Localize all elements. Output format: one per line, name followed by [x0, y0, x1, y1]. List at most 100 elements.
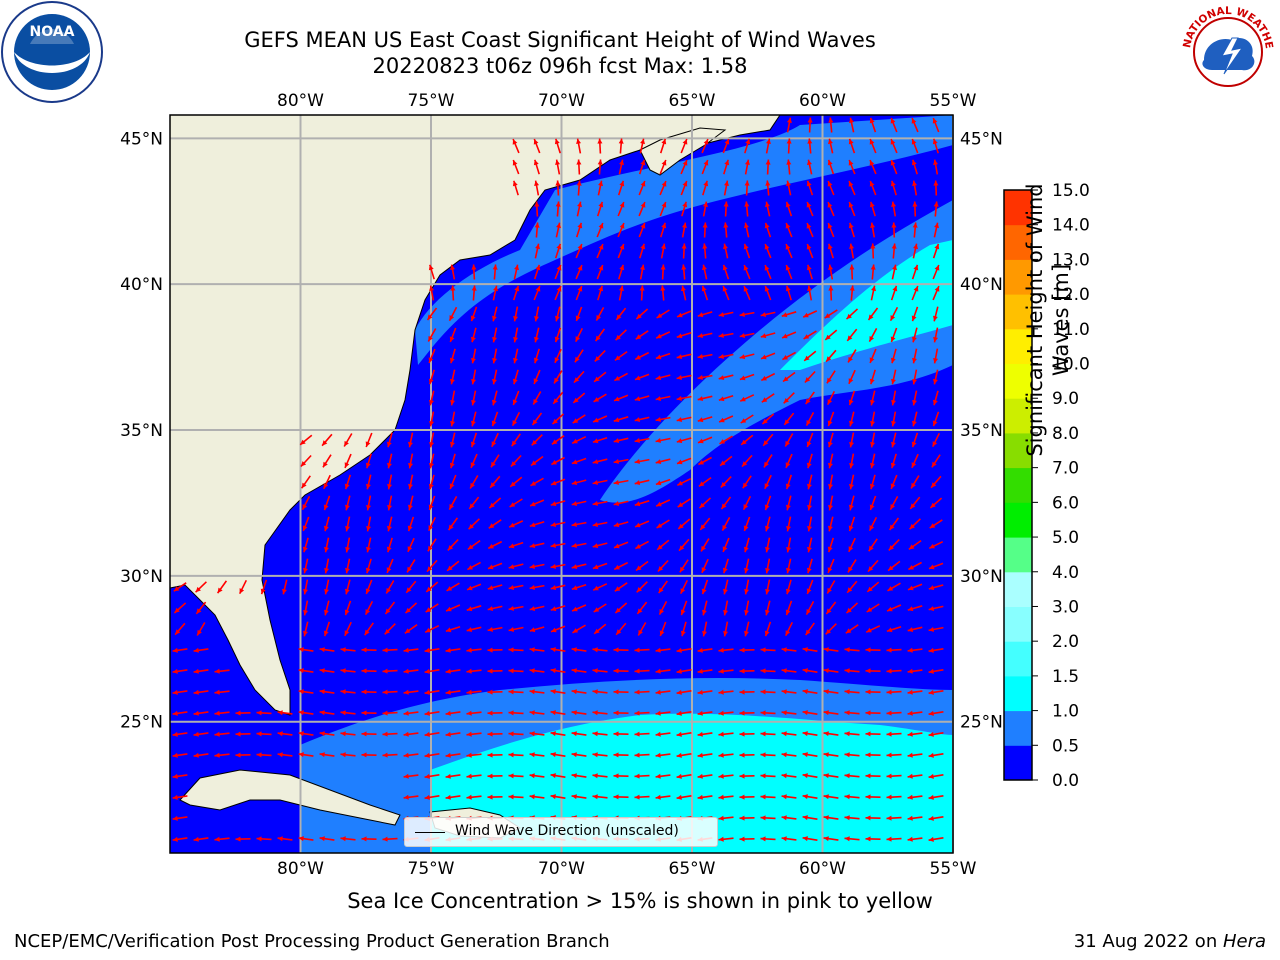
- wave-arrow-head: [616, 314, 622, 320]
- wave-arrow-head: [487, 627, 493, 632]
- wave-arrow-head: [429, 442, 434, 448]
- wave-arrow-head: [449, 462, 455, 469]
- wave-arrow-head: [636, 313, 642, 319]
- wave-arrow-head: [450, 441, 455, 448]
- colorbar-tick-label: 1.0: [1052, 702, 1079, 722]
- wave-arrow-head: [471, 264, 477, 270]
- wave-arrow-head: [404, 628, 411, 634]
- wave-arrow-head: [640, 138, 645, 145]
- wave-arrow-head: [701, 545, 706, 552]
- wave-arrow-head: [804, 377, 811, 383]
- wave-arrow-head: [785, 265, 791, 271]
- wave-arrow-head: [619, 264, 625, 271]
- wave-arrow-head: [807, 483, 812, 490]
- colorbar-tick-label: 3.0: [1052, 597, 1079, 617]
- wave-arrow-head: [598, 180, 603, 187]
- wave-arrow-head: [910, 503, 916, 509]
- wave-arrow-head: [592, 689, 598, 695]
- wave-arrow-head: [786, 526, 791, 532]
- wave-arrow-head: [891, 243, 897, 249]
- wave-arrow-head: [614, 355, 621, 361]
- wave-arrow-head: [934, 265, 940, 271]
- wave-arrow-head: [634, 480, 641, 485]
- wave-arrow-head: [529, 731, 535, 737]
- wave-arrow-head: [577, 244, 583, 250]
- wave-arrow-head: [573, 397, 579, 403]
- wave-arrow-head: [214, 710, 220, 716]
- wave-arrow-head: [277, 710, 283, 716]
- noaa-logo-text: NOAA: [30, 24, 75, 40]
- wave-arrow-head: [718, 312, 725, 317]
- wave-arrow-head: [825, 334, 831, 340]
- wave-arrow-head: [571, 564, 578, 569]
- wave-arrow-head: [446, 586, 453, 591]
- wave-arrow-head: [634, 752, 640, 758]
- lat-label: 25°N: [960, 713, 1003, 733]
- wave-arrow-head: [805, 629, 811, 636]
- wave-arrow-head: [193, 710, 199, 716]
- wave-arrow-head: [235, 836, 241, 842]
- wave-arrow-head: [512, 378, 518, 385]
- wave-arrow-head: [827, 420, 833, 427]
- wave-arrow-head: [844, 710, 850, 716]
- wave-arrow-head: [744, 630, 749, 637]
- wave-arrow-head: [802, 731, 808, 737]
- wave-arrow-head: [193, 647, 199, 653]
- wave-arrow-head: [806, 244, 812, 250]
- wave-arrow-head: [408, 504, 413, 511]
- wave-arrow-head: [718, 836, 724, 842]
- wave-arrow-head: [487, 794, 493, 800]
- wave-arrow-head: [783, 376, 789, 382]
- wave-arrow-head: [614, 376, 620, 381]
- lon-label: 65°W: [669, 859, 716, 879]
- wave-arrow-head: [634, 438, 640, 443]
- wave-arrow-head: [491, 461, 496, 468]
- wave-arrow-head: [869, 336, 874, 342]
- wave-arrow-head: [445, 710, 451, 716]
- wave-arrow-head: [361, 752, 367, 758]
- wave-arrow-head: [595, 335, 601, 342]
- wave-arrow-head: [508, 627, 514, 632]
- colorbar-segment: [1004, 190, 1032, 226]
- wave-arrow-head: [785, 223, 791, 229]
- wave-arrow-head: [907, 647, 913, 653]
- wave-arrow-head: [743, 525, 749, 531]
- wave-arrow-head: [508, 689, 514, 695]
- wave-arrow-head: [235, 731, 241, 737]
- wave-arrow-head: [277, 752, 283, 758]
- colorbar-tick-label: 9.0: [1052, 389, 1079, 409]
- wave-arrow-head: [676, 354, 683, 359]
- wave-arrow-head: [849, 442, 854, 448]
- wave-arrow-head: [764, 244, 770, 250]
- wave-arrow-head: [760, 836, 766, 842]
- wave-arrow-head: [550, 647, 556, 653]
- wave-arrow-head: [513, 357, 518, 364]
- wave-arrow-head: [806, 588, 812, 594]
- wave-arrow-head: [697, 794, 703, 800]
- wave-arrow-head: [865, 689, 871, 695]
- wave-arrow-head: [677, 459, 683, 465]
- wave-arrow-head: [614, 586, 621, 592]
- wave-arrow-head: [764, 286, 770, 292]
- wave-arrow-head: [193, 668, 199, 674]
- wave-arrow-head: [550, 606, 557, 612]
- wave-arrow-head: [555, 201, 561, 207]
- wave-arrow-head: [534, 201, 540, 207]
- wave-arrow-head: [403, 710, 409, 716]
- wave-arrow-head: [908, 544, 915, 550]
- wave-arrow-head: [322, 440, 328, 446]
- sea-ice-note: Sea Ice Concentration > 15% is shown in …: [347, 889, 933, 913]
- wave-arrow-head: [445, 773, 451, 779]
- wave-arrow-head: [739, 836, 745, 842]
- wave-arrow-head: [868, 545, 874, 552]
- wave-arrow-head: [764, 461, 769, 468]
- wave-arrow-head: [427, 545, 433, 552]
- wave-arrow-head: [196, 608, 202, 614]
- wave-arrow-head: [387, 462, 392, 469]
- wave-arrow-head: [764, 630, 770, 637]
- wave-arrow-head: [661, 138, 667, 145]
- wave-arrow-head: [739, 752, 745, 758]
- wave-arrow-head: [807, 505, 812, 511]
- wave-arrow-head: [828, 264, 833, 270]
- wave-arrow-head: [890, 118, 896, 124]
